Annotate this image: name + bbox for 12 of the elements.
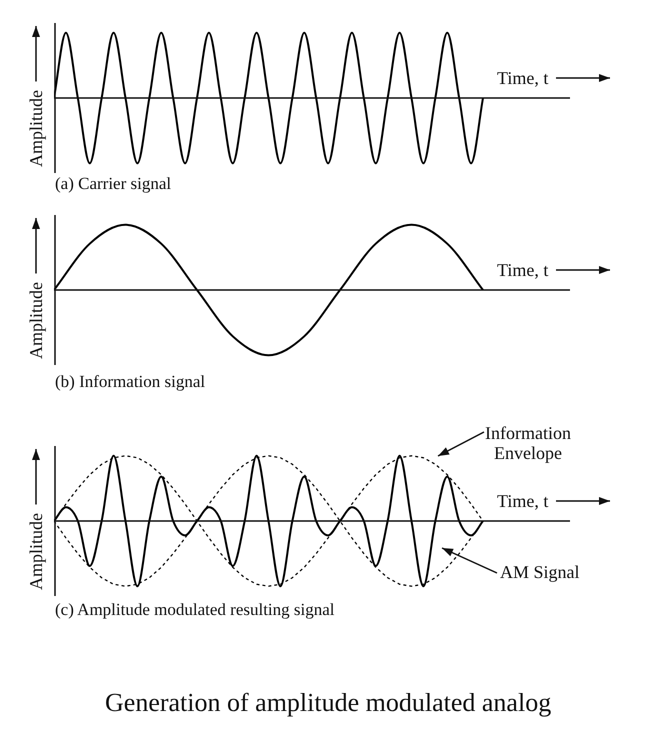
text: Information Envelope bbox=[484, 423, 572, 463]
y-axis-title: Amplitude bbox=[26, 512, 46, 590]
text: (c) Amplitude modulated resulting signal bbox=[55, 600, 335, 620]
text: (a) Carrier signal bbox=[55, 174, 172, 194]
x-axis-title: Time, t bbox=[497, 491, 548, 511]
text: AM Signal bbox=[500, 562, 580, 582]
x-axis-title: Time, t bbox=[497, 260, 548, 280]
y-axis-title: Amplitude bbox=[26, 282, 46, 358]
y-axis-title: Amplitude bbox=[26, 90, 46, 166]
text: Generation of amplitude modulated analog bbox=[105, 688, 552, 718]
x-axis-title: Time, t bbox=[497, 68, 548, 88]
text: (b) Information signal bbox=[55, 372, 206, 392]
